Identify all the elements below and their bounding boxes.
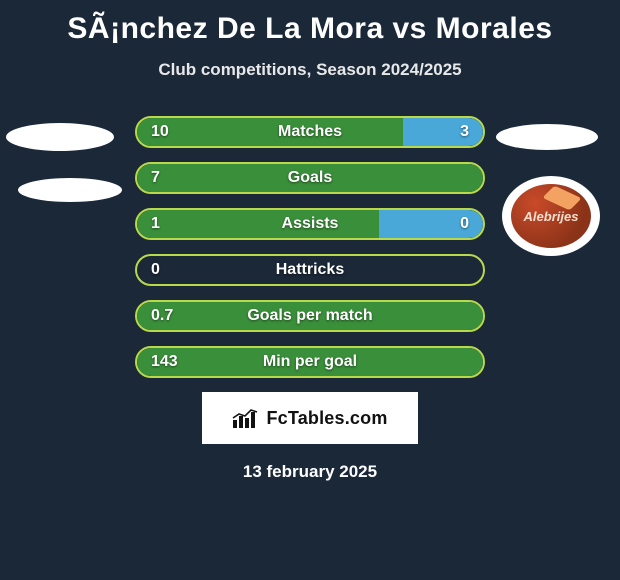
bar-label: Min per goal [137,353,483,371]
bar-value-right: 3 [460,123,469,141]
subtitle: Club competitions, Season 2024/2025 [0,60,620,80]
branding-box: FcTables.com [202,392,418,444]
bar-row: 1 Assists 0 [135,208,485,240]
bar-value-right: 0 [460,215,469,233]
comparison-bars: 10 Matches 3 7 Goals 1 Assists 0 0 Hattr… [135,116,485,378]
bar-row: 0.7 Goals per match [135,300,485,332]
bar-row: 143 Min per goal [135,346,485,378]
bar-label: Hattricks [137,261,483,279]
date-text: 13 february 2025 [0,462,620,482]
right-team-logo: Alebrijes [502,176,600,256]
left-player-placeholder-1 [6,123,114,151]
bar-row: 7 Goals [135,162,485,194]
bar-row: 10 Matches 3 [135,116,485,148]
branding-chart-icon [232,408,258,428]
right-player-placeholder-1 [496,124,598,150]
bar-row: 0 Hattricks [135,254,485,286]
left-player-placeholder-2 [18,178,122,202]
bar-label: Matches [137,123,483,141]
bar-label: Goals per match [137,307,483,325]
bar-label: Assists [137,215,483,233]
page-title: SÃ¡nchez De La Mora vs Morales [0,0,620,46]
branding-text: FcTables.com [266,408,387,429]
bar-label: Goals [137,169,483,187]
team-logo-text: Alebrijes [511,184,591,248]
